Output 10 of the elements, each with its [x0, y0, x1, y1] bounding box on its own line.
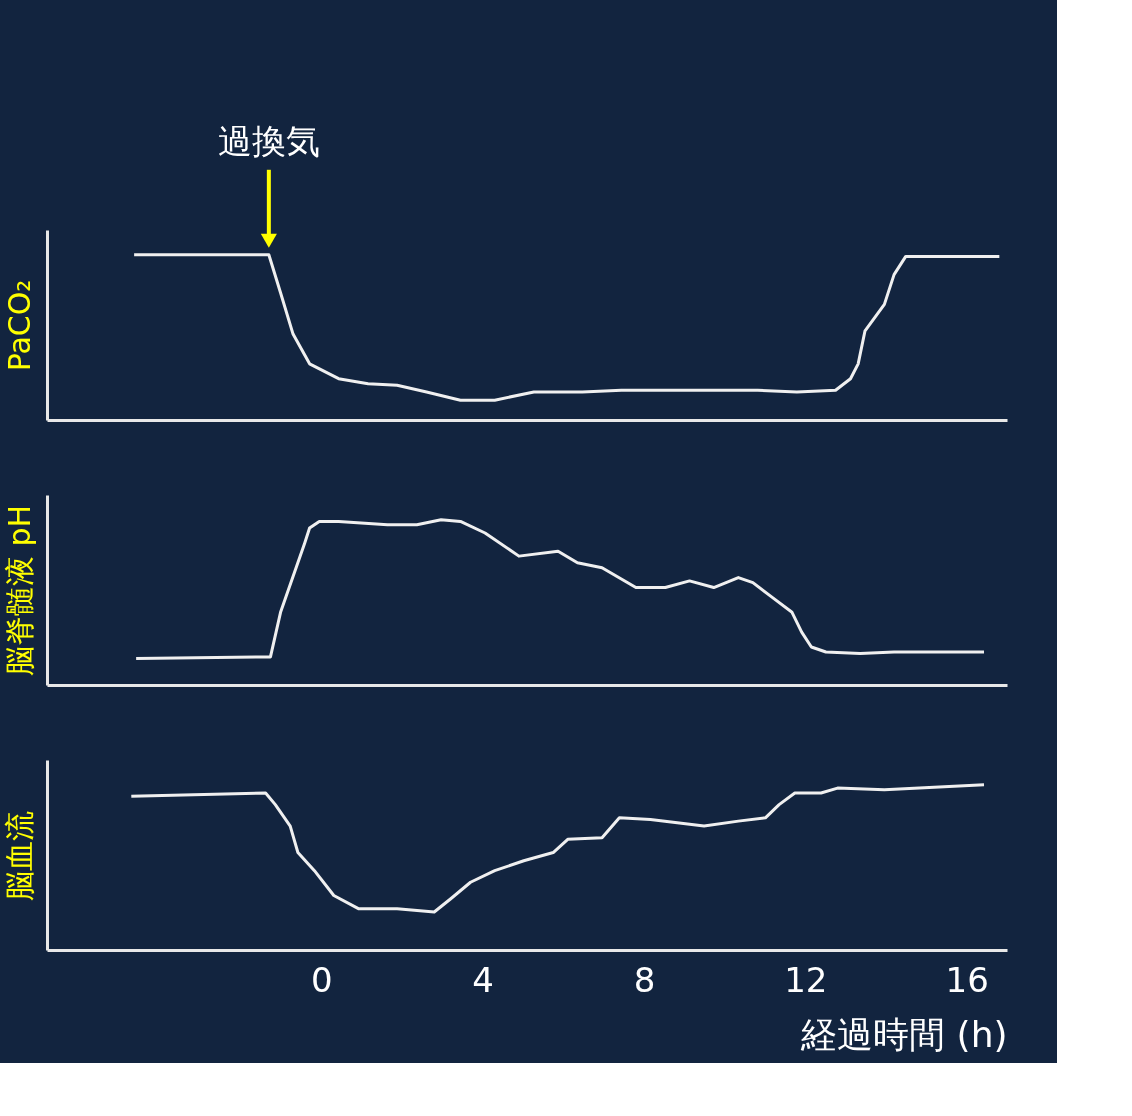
x-tick-label: 0: [310, 959, 333, 1000]
y-axis-title: 脳血流: [1, 810, 37, 901]
x-tick-label: 8: [633, 959, 656, 1000]
y-axis-title: PaCO₂: [1, 279, 37, 372]
y-axis-title: 脳脊髄液 pH: [1, 504, 37, 677]
x-tick-label: 12: [784, 959, 828, 1000]
x-tick-label: 4: [472, 959, 494, 1000]
annotation: 過換気: [217, 120, 320, 161]
x-axis-title: 経過時間 (h): [800, 1013, 1008, 1055]
x-tick-label: 16: [945, 959, 989, 1000]
